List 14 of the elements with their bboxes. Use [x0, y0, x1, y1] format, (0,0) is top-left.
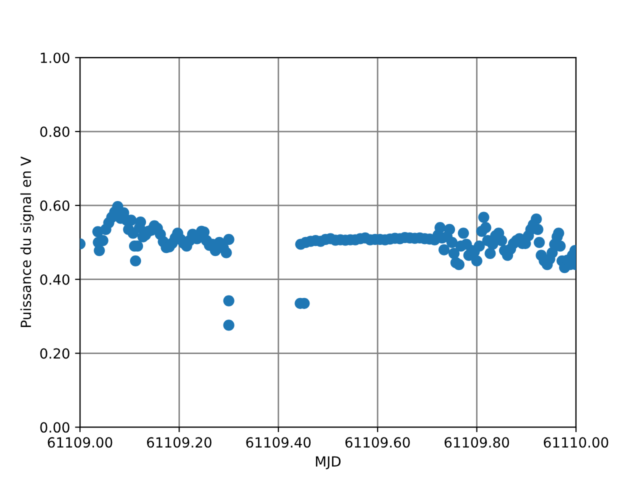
y-tick-label: 0.80 — [40, 126, 70, 137]
y-tick-label: 0.20 — [40, 348, 70, 359]
y-tick-label: 1.00 — [40, 52, 70, 64]
x-axis-title: MJD — [316, 456, 341, 470]
x-tick-label: 61109.40 — [246, 437, 311, 448]
x-tick-label: 61110.00 — [544, 437, 608, 448]
x-tick-label: 61109.60 — [345, 437, 410, 448]
x-tick-label: 61109.20 — [147, 437, 212, 448]
x-tick-label: 61109.80 — [444, 437, 510, 448]
y-axis-title: Puissance du signal en V — [20, 156, 34, 328]
y-tick-label: 0.40 — [40, 274, 70, 285]
y-tick-label: 0.60 — [40, 200, 70, 211]
y-tick-label: 0.00 — [40, 422, 70, 433]
x-tick-label: 61109.00 — [48, 437, 112, 448]
